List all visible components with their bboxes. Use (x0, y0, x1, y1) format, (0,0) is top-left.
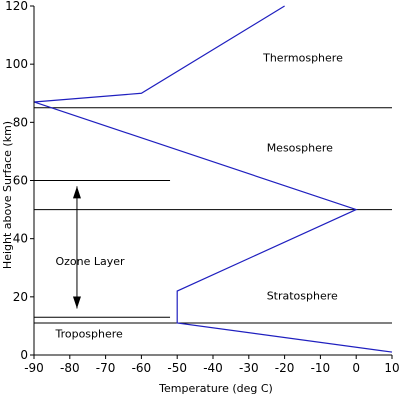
region-label: Stratosphere (267, 290, 338, 303)
ozone-layer-arrow (72, 186, 81, 309)
y-tick-label: 40 (13, 232, 28, 246)
y-tick-label: 20 (13, 290, 28, 304)
x-tick-label: -10 (311, 361, 331, 375)
x-tick-label: -20 (275, 361, 295, 375)
arrow-head-down (72, 296, 81, 309)
x-tick-label: -40 (203, 361, 223, 375)
x-tick-label: -30 (239, 361, 259, 375)
x-tick-label: -90 (24, 361, 44, 375)
series-line (33, 5, 393, 353)
x-tick-label: 10 (384, 361, 399, 375)
region-label: Mesosphere (267, 141, 333, 154)
region-label: Ozone Layer (55, 255, 125, 268)
y-tick-label: 120 (5, 0, 28, 13)
y-tick-label: 100 (5, 57, 28, 71)
x-tick-label: -50 (167, 361, 187, 375)
x-tick-label: -80 (60, 361, 80, 375)
arrow-head-up (72, 186, 81, 199)
y-tick-label: 80 (13, 115, 28, 129)
y-tick-label: 0 (20, 348, 28, 362)
x-tick-label: -70 (96, 361, 116, 375)
annotations: Thermosphere Mesosphere Ozone Layer Stratos… (54, 51, 343, 340)
x-axis-title: Temperature (deg C) (158, 382, 273, 395)
region-label: Thermosphere (262, 51, 343, 64)
region-label: Troposphere (54, 328, 123, 341)
axes: -90 -80 -70 -60 -50 -40 -30 -20 -10 0 100204060801… (5, 0, 400, 375)
y-tick-label: 60 (13, 174, 28, 188)
y-axis-title: Height above Surface (km) (1, 121, 14, 269)
x-tick-label: 0 (352, 361, 360, 375)
layer-boundaries (34, 107, 392, 324)
x-tick-label: -60 (132, 361, 152, 375)
temperature-profile (33, 5, 393, 353)
